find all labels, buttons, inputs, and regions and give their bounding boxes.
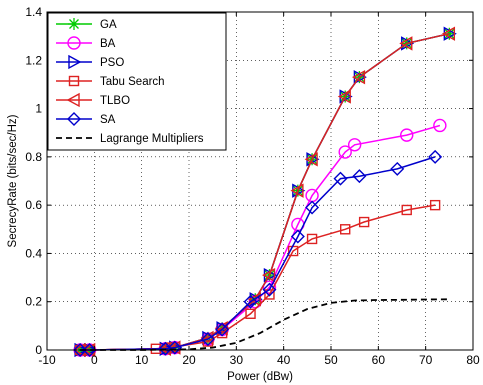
legend-marker-pso xyxy=(68,54,82,70)
data-point-ba xyxy=(338,145,352,159)
x-tick-label: 40 xyxy=(277,353,291,367)
data-point-ga xyxy=(443,27,456,40)
x-tick-label: 50 xyxy=(324,353,338,367)
data-point-tabu-search xyxy=(245,308,256,319)
data-point-tlbo xyxy=(290,183,304,198)
data-point-tlbo xyxy=(337,89,351,104)
legend-label-ba: BA xyxy=(100,38,116,50)
data-point-tlbo xyxy=(351,70,366,85)
legend-label-pso: PSO xyxy=(100,57,124,69)
data-point-ba xyxy=(347,138,362,152)
data-point-sa xyxy=(333,171,348,186)
legend-label-ga: GA xyxy=(100,19,117,31)
x-tick-label: 30 xyxy=(230,353,244,367)
x-tick-label: 0 xyxy=(91,353,98,367)
y-tick-label: 1 xyxy=(35,102,42,116)
y-tick-label: 1.2 xyxy=(25,53,42,67)
x-tick-label: 80 xyxy=(466,353,480,367)
x-tick-label: 10 xyxy=(135,353,149,367)
data-point-tlbo xyxy=(304,152,318,167)
y-tick-label: 1.4 xyxy=(25,5,42,19)
data-point-tabu-search xyxy=(401,204,412,216)
legend-marker-ba xyxy=(67,36,81,50)
y-tick-label: 0.8 xyxy=(25,150,42,164)
series-line-sa xyxy=(80,156,436,351)
legend-label-sa: SA xyxy=(100,114,116,126)
data-point-sa xyxy=(167,340,182,355)
series-line-lagrange-multipliers xyxy=(80,298,450,351)
data-point-ba xyxy=(433,118,447,133)
data-point-tlbo xyxy=(247,292,261,307)
legend-marker-ga xyxy=(68,18,80,30)
plot-frame xyxy=(46,11,474,351)
legend-marker-tabu-search xyxy=(68,75,80,87)
data-point-sa xyxy=(243,294,258,309)
y-axis-title: SecrecyRate (bits/sec/Hz) xyxy=(7,114,19,247)
data-point-sa xyxy=(290,229,305,244)
data-point-sa xyxy=(82,343,97,357)
x-axis-title: Power (dBw) xyxy=(227,371,293,383)
data-point-tabu-search xyxy=(358,216,370,228)
legend-label-tabu-search: Tabu Search xyxy=(100,76,165,88)
data-point-sa xyxy=(390,161,405,176)
y-tick-label: 0.2 xyxy=(25,295,42,309)
data-point-tabu-search xyxy=(429,199,441,211)
legend-marker-sa xyxy=(67,112,81,126)
data-point-tabu-search xyxy=(306,233,318,245)
data-point-ba xyxy=(400,128,414,142)
legend-marker-tlbo xyxy=(66,92,80,108)
series-lagrange-multipliers xyxy=(80,298,450,351)
legend-label-tlbo: TLBO xyxy=(100,95,130,107)
data-point-sa xyxy=(262,282,277,297)
data-point-sa xyxy=(200,332,215,347)
x-tick-label: 70 xyxy=(419,353,433,367)
legend: GA BA PSO Tabu Search TLBO SA Lagrange Multipl… xyxy=(47,12,227,151)
data-point-tabu-search xyxy=(340,224,351,235)
series-sa xyxy=(73,149,443,357)
y-tick-label: 0.6 xyxy=(25,198,42,212)
y-tick-label: 0.4 xyxy=(25,246,42,260)
y-tick-label: 0 xyxy=(35,343,42,357)
data-point-sa xyxy=(352,169,367,184)
data-point-sa xyxy=(305,200,320,215)
data-point-sa xyxy=(428,149,443,164)
data-point-sa xyxy=(215,322,230,337)
data-point-tlbo xyxy=(167,340,181,355)
data-point-tlbo xyxy=(441,26,456,41)
legend-label-lagrange-multipliers: Lagrange Multipliers xyxy=(100,133,204,145)
data-point-tlbo xyxy=(399,36,413,51)
x-tick-label: 60 xyxy=(372,353,386,367)
x-tick-label: 20 xyxy=(182,353,196,367)
x-tick-label: -10 xyxy=(38,353,56,367)
data-point-sa xyxy=(73,343,88,357)
data-point-tlbo xyxy=(262,267,276,283)
